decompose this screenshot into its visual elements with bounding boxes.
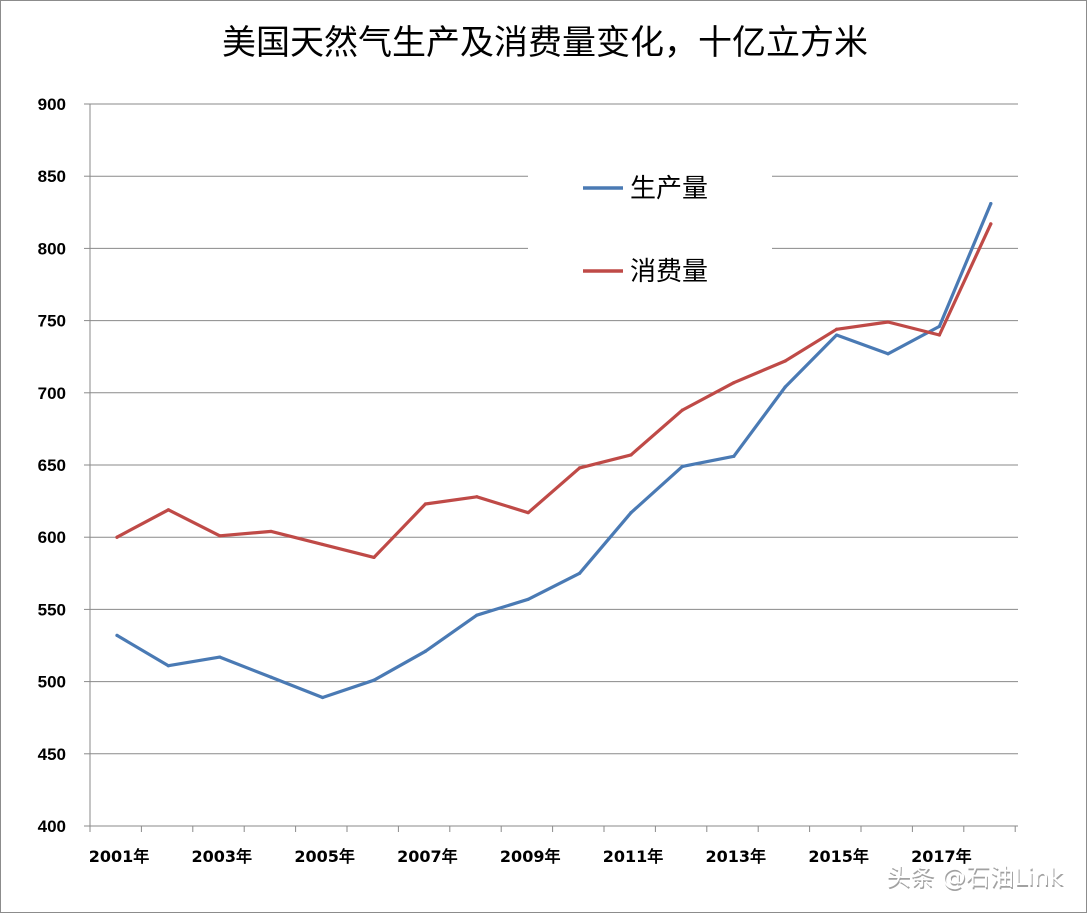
data-point bbox=[989, 202, 993, 206]
y-tick-label: 650 bbox=[38, 456, 66, 475]
series-lines bbox=[115, 202, 993, 700]
x-tick-label: 2015年 bbox=[808, 847, 869, 866]
y-tick-label: 700 bbox=[38, 384, 66, 403]
series-line-0 bbox=[115, 202, 993, 700]
data-point bbox=[937, 324, 942, 328]
data-point bbox=[783, 385, 787, 389]
y-tick-label: 800 bbox=[38, 239, 66, 258]
series-line-1 bbox=[115, 222, 993, 560]
data-point bbox=[835, 333, 839, 337]
x-tick-label: 2003年 bbox=[192, 847, 253, 866]
data-point bbox=[115, 633, 119, 637]
x-tick-label: 2009年 bbox=[500, 847, 561, 866]
legend-box bbox=[528, 150, 772, 300]
data-point bbox=[629, 511, 633, 515]
watermark-shadow: 头条 @石油Link bbox=[887, 865, 1064, 893]
data-point bbox=[835, 327, 839, 331]
data-point bbox=[526, 597, 530, 601]
data-point bbox=[475, 613, 479, 617]
data-point bbox=[732, 381, 736, 385]
x-tick-label: 2013年 bbox=[706, 847, 767, 866]
chart-title: 美国天然气生产及消费量变化，十亿立方米 bbox=[222, 23, 868, 63]
data-point bbox=[886, 352, 890, 356]
data-point bbox=[115, 535, 119, 539]
y-tick-label: 900 bbox=[38, 95, 66, 114]
data-point bbox=[886, 320, 890, 324]
x-tick-label: 2001年 bbox=[89, 847, 150, 866]
data-point bbox=[166, 664, 170, 668]
y-tick-label: 550 bbox=[38, 600, 66, 619]
data-point bbox=[218, 534, 222, 538]
data-point bbox=[423, 502, 427, 506]
data-point bbox=[269, 529, 273, 534]
data-point bbox=[321, 695, 325, 700]
y-tick-label: 400 bbox=[38, 817, 66, 836]
data-point bbox=[578, 571, 582, 575]
data-point bbox=[578, 466, 582, 470]
data-point bbox=[526, 511, 530, 515]
x-tick-label: 2017年 bbox=[911, 847, 972, 866]
y-tick-labels: 400 450 500 550 600 650 700 750 800 850 900 bbox=[38, 95, 66, 836]
data-point bbox=[166, 508, 170, 512]
x-tick-labels: 2001年 2003年 2005年 2007年 2009年 2011年 2013年 2015年… bbox=[89, 847, 972, 866]
data-point bbox=[269, 675, 273, 679]
x-tick-label: 2005年 bbox=[294, 847, 355, 866]
y-tick-label: 850 bbox=[38, 167, 66, 186]
data-point bbox=[475, 495, 479, 499]
y-tick-label: 750 bbox=[38, 312, 66, 331]
data-point bbox=[218, 655, 222, 659]
legend-label: 生产量 bbox=[630, 174, 708, 204]
y-tick-label: 450 bbox=[38, 745, 66, 764]
data-point bbox=[937, 333, 942, 337]
data-point bbox=[783, 359, 787, 363]
legend-label: 消费量 bbox=[630, 257, 708, 287]
data-point bbox=[321, 542, 325, 547]
x-tick-label: 2007年 bbox=[397, 847, 458, 866]
data-point bbox=[423, 649, 427, 653]
data-point bbox=[989, 222, 993, 226]
y-tick-label: 600 bbox=[38, 528, 66, 547]
data-point bbox=[372, 555, 376, 560]
x-tick-label: 2011年 bbox=[603, 847, 664, 866]
data-point bbox=[680, 464, 685, 469]
watermark-text: 头条 @石油Link bbox=[886, 863, 1063, 891]
y-tick-label: 500 bbox=[38, 673, 66, 692]
data-point bbox=[372, 678, 376, 682]
data-point bbox=[680, 408, 685, 412]
data-point bbox=[629, 453, 633, 457]
data-point bbox=[732, 454, 736, 458]
axes bbox=[84, 103, 1018, 832]
